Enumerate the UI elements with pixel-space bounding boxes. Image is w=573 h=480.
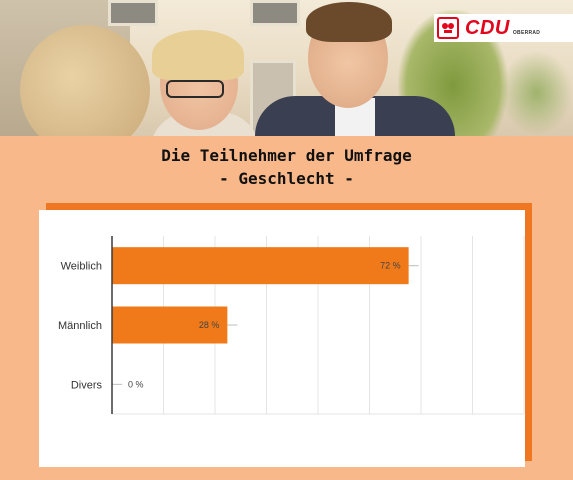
header-photo: CDU OBERRAD bbox=[0, 0, 573, 136]
chart-card: Weiblich 72 % Männlich 28 % Divers 0 % bbox=[39, 210, 525, 467]
cdu-logo: CDU OBERRAD bbox=[434, 14, 573, 42]
photo-foliage bbox=[500, 50, 573, 136]
photo-glasses bbox=[166, 80, 224, 98]
photo-window bbox=[108, 0, 158, 26]
value-label: 0 % bbox=[128, 379, 144, 389]
cdu-emblem-icon bbox=[437, 17, 459, 39]
logo-sub-text: OBERRAD bbox=[512, 30, 541, 36]
photo-person-back-hair bbox=[20, 25, 150, 136]
bar bbox=[112, 247, 409, 285]
title-line-2: - Geschlecht - bbox=[219, 169, 354, 188]
photo-person-man-hair bbox=[306, 2, 392, 42]
category-label: Männlich bbox=[58, 320, 102, 332]
value-label: 28 % bbox=[199, 320, 220, 330]
page-title: Die Teilnehmer der Umfrage - Geschlecht … bbox=[0, 144, 573, 190]
value-label: 72 % bbox=[380, 261, 401, 271]
bar-chart: Weiblich 72 % Männlich 28 % Divers 0 % bbox=[58, 236, 525, 415]
category-label: Weiblich bbox=[61, 261, 102, 273]
category-label: Divers bbox=[71, 379, 103, 391]
photo-window bbox=[250, 0, 300, 26]
bar bbox=[112, 306, 228, 344]
title-line-1: Die Teilnehmer der Umfrage bbox=[161, 146, 412, 165]
logo-brand-text: CDU bbox=[465, 16, 510, 39]
photo-person-woman-hair bbox=[152, 30, 244, 80]
